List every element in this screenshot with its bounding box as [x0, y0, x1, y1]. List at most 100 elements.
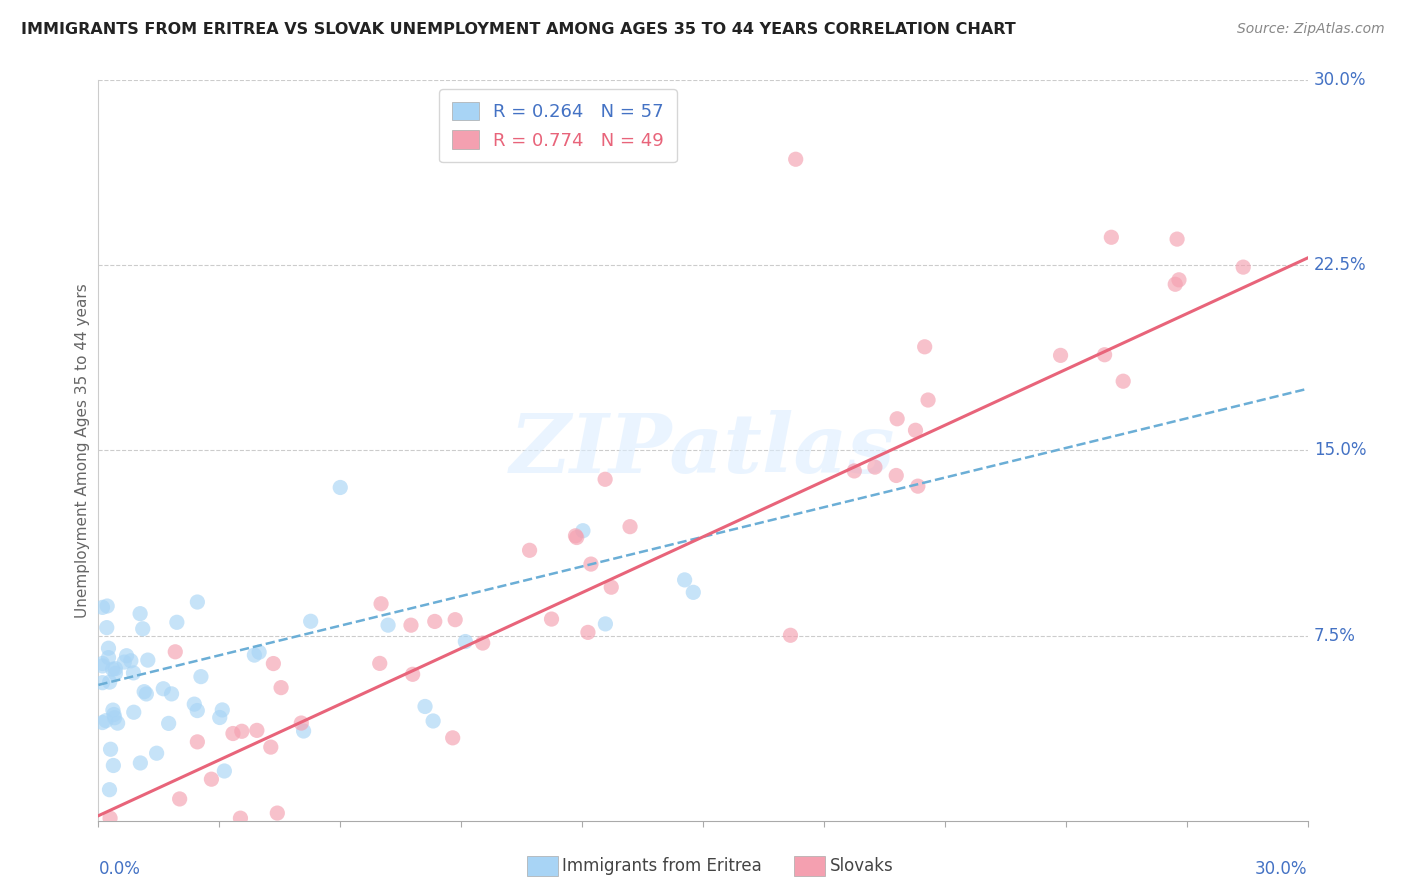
Point: [200, 772, 222, 787]
Point: [101, 662, 124, 676]
Point: [98, 675, 121, 690]
Point: [290, 716, 312, 731]
Point: [441, 731, 464, 745]
Point: [779, 628, 801, 642]
Point: [260, 740, 283, 755]
Point: [120, 654, 142, 668]
Point: [292, 724, 315, 739]
Legend: R = 0.264   N = 57, R = 0.774   N = 49: R = 0.264 N = 57, R = 0.774 N = 49: [439, 89, 676, 162]
Point: [246, 723, 269, 738]
Point: [1232, 260, 1254, 274]
Point: [619, 519, 641, 533]
Point: [222, 726, 245, 740]
Point: [231, 724, 253, 739]
Point: [844, 464, 866, 478]
Point: [519, 543, 541, 558]
Point: [1168, 273, 1191, 287]
Point: [785, 153, 807, 167]
Point: [166, 615, 188, 630]
Point: [169, 792, 191, 806]
Point: [211, 703, 233, 717]
Point: [401, 667, 423, 681]
Point: [104, 666, 127, 681]
Point: [115, 648, 138, 663]
Text: Source: ZipAtlas.com: Source: ZipAtlas.com: [1237, 22, 1385, 37]
Point: [122, 705, 145, 719]
Point: [98, 782, 121, 797]
Point: [329, 480, 352, 494]
Point: [377, 618, 399, 632]
Point: [91, 657, 114, 671]
Text: 0.0%: 0.0%: [98, 860, 141, 878]
Point: [186, 704, 208, 718]
Point: [103, 707, 125, 722]
Point: [107, 716, 129, 731]
Point: [135, 687, 157, 701]
Point: [423, 615, 446, 629]
Point: [186, 595, 208, 609]
Point: [98, 811, 121, 825]
Point: [1099, 230, 1122, 244]
Point: [229, 811, 252, 825]
Point: [91, 659, 114, 673]
Point: [112, 655, 135, 669]
Point: [101, 703, 124, 717]
Point: [132, 622, 155, 636]
Point: [299, 614, 322, 628]
Point: [540, 612, 562, 626]
Point: [186, 735, 208, 749]
Point: [1166, 232, 1188, 246]
Point: [1164, 277, 1187, 292]
Point: [97, 641, 120, 656]
Point: [886, 411, 908, 425]
Point: [266, 806, 288, 821]
Point: [183, 697, 205, 711]
Point: [91, 600, 114, 615]
Point: [914, 340, 936, 354]
Point: [593, 472, 616, 486]
Point: [1094, 348, 1116, 362]
Point: [565, 531, 588, 545]
Text: IMMIGRANTS FROM ERITREA VS SLOVAK UNEMPLOYMENT AMONG AGES 35 TO 44 YEARS CORRELA: IMMIGRANTS FROM ERITREA VS SLOVAK UNEMPL…: [21, 22, 1017, 37]
Point: [564, 529, 586, 543]
Point: [145, 746, 167, 760]
Point: [94, 714, 117, 728]
Point: [413, 699, 436, 714]
Point: [1049, 348, 1071, 362]
Point: [104, 711, 127, 725]
Text: 22.5%: 22.5%: [1313, 256, 1367, 275]
Point: [422, 714, 444, 728]
Point: [214, 764, 236, 778]
Point: [160, 687, 183, 701]
Point: [399, 618, 422, 632]
Text: 15.0%: 15.0%: [1313, 442, 1367, 459]
Point: [165, 645, 187, 659]
Point: [444, 613, 467, 627]
Point: [917, 392, 939, 407]
Point: [471, 636, 494, 650]
Point: [129, 607, 152, 621]
Point: [91, 715, 114, 730]
Text: 30.0%: 30.0%: [1313, 71, 1367, 89]
Point: [262, 657, 284, 671]
Point: [572, 524, 595, 538]
Point: [368, 657, 391, 671]
Point: [863, 460, 886, 475]
Point: [103, 758, 125, 772]
Point: [907, 479, 929, 493]
Point: [1112, 374, 1135, 388]
Point: [190, 670, 212, 684]
Point: [600, 580, 623, 594]
Point: [100, 742, 122, 756]
Point: [673, 573, 696, 587]
Text: 30.0%: 30.0%: [1256, 860, 1308, 878]
Point: [370, 597, 392, 611]
Point: [96, 599, 118, 613]
Point: [97, 650, 120, 665]
Text: ZIPatlas: ZIPatlas: [510, 410, 896, 491]
Point: [454, 634, 477, 648]
Text: 7.5%: 7.5%: [1313, 626, 1355, 645]
Point: [247, 645, 270, 659]
Point: [595, 616, 617, 631]
Point: [576, 625, 599, 640]
